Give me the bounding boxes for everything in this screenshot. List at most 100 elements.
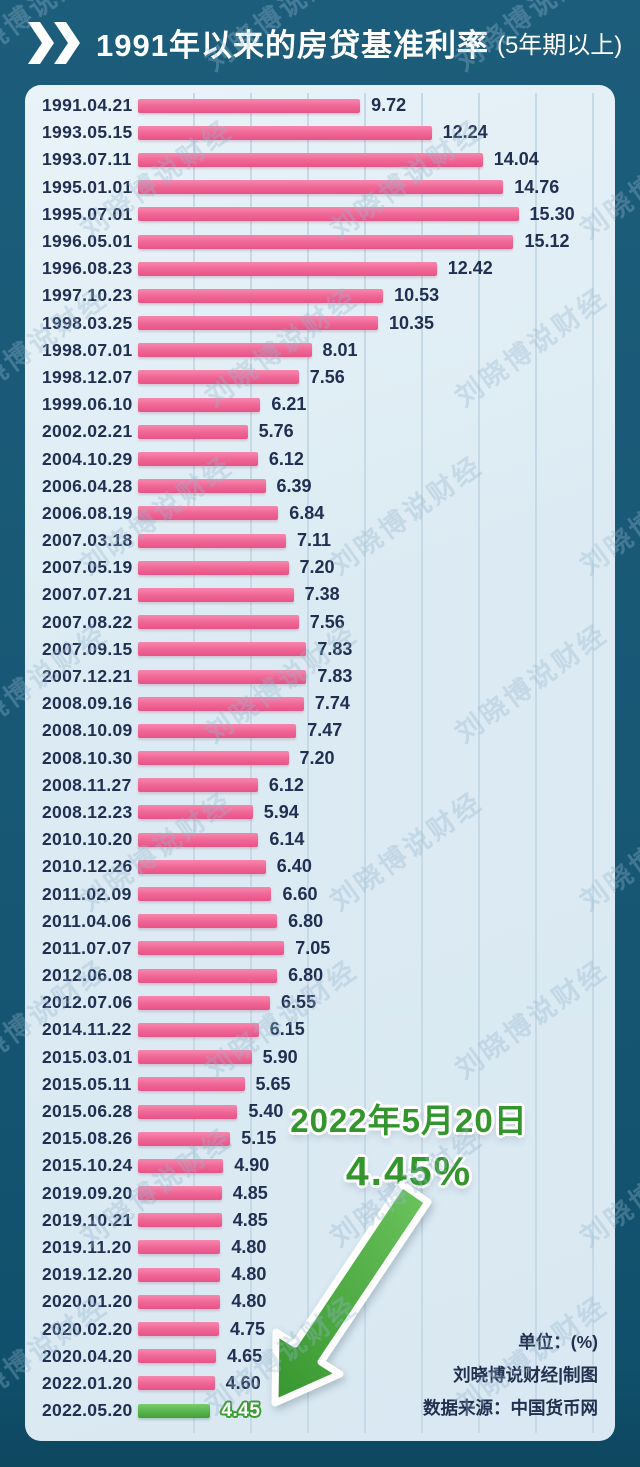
date-label: 2006.04.28	[42, 475, 133, 496]
down-left-arrow-icon	[271, 1180, 432, 1407]
bar-row: 1995.07.01 15.30	[42, 201, 609, 228]
date-label: 2022.01.20	[42, 1372, 133, 1393]
bar-row: 2020.04.20 4.65	[42, 1343, 609, 1370]
value-label: 7.38	[304, 584, 340, 605]
date-label: 1995.01.01	[42, 176, 133, 197]
date-label: 2015.10.24	[42, 1155, 133, 1176]
date-label: 2020.04.20	[42, 1345, 133, 1366]
bar-row: 2011.07.07 7.05	[42, 935, 609, 962]
rate-bar	[138, 1213, 222, 1228]
value-label: 7.20	[299, 747, 335, 768]
date-label: 2014.11.22	[42, 1019, 132, 1040]
bar-row: 2015.10.24 4.90	[42, 1152, 609, 1179]
rate-bar	[138, 832, 259, 847]
date-label: 1993.05.15	[42, 122, 133, 143]
bar-row: 2007.07.21 7.38	[42, 581, 609, 608]
date-label: 2007.12.21	[42, 666, 133, 687]
rate-bar	[138, 914, 278, 929]
rate-bar	[138, 642, 307, 657]
date-label: 2011.04.06	[42, 910, 132, 931]
bar-row: 2015.08.26 5.15	[42, 1125, 609, 1152]
date-label: 2015.08.26	[42, 1128, 133, 1149]
bar-row: 2008.10.30 7.20	[42, 745, 609, 772]
value-label: 4.90	[234, 1155, 270, 1176]
rate-bar	[138, 1349, 217, 1364]
value-label: 14.76	[514, 176, 560, 197]
value-label: 4.45	[221, 1399, 261, 1421]
rate-bar	[138, 1267, 221, 1282]
rate-bar	[138, 261, 437, 276]
bar-row: 2019.11.20 4.80	[42, 1234, 609, 1261]
value-label: 4.80	[231, 1291, 267, 1312]
annotation-date: 2022年5月20日	[290, 1102, 528, 1139]
bar-row: 1997.10.23 10.53	[42, 282, 609, 309]
bar-row: 2008.11.27 6.12	[42, 772, 609, 799]
date-label: 2022.05.20	[42, 1400, 133, 1421]
bar-row: 2004.10.29 6.12	[42, 445, 609, 472]
date-label: 1996.08.23	[42, 258, 133, 279]
gridline	[421, 93, 423, 1433]
bar-row: 2012.06.08 6.80	[42, 962, 609, 989]
bar-row: 2008.12.23 5.94	[42, 799, 609, 826]
rate-bar	[138, 1022, 259, 1037]
date-label: 2008.11.27	[42, 774, 132, 795]
value-label: 14.04	[493, 149, 539, 170]
value-label: 7.11	[296, 530, 331, 551]
bar-row: 2020.01.20 4.80	[42, 1288, 609, 1315]
bar-row: 2010.12.26 6.40	[42, 853, 609, 880]
bar-row: 1999.06.10 6.21	[42, 391, 609, 418]
bar-row: 2019.09.20 4.85	[42, 1180, 609, 1207]
bar-row: 1998.03.25 10.35	[42, 310, 609, 337]
rate-bar	[138, 560, 289, 575]
value-label: 6.21	[271, 394, 307, 415]
date-label: 2008.12.23	[42, 801, 133, 822]
bar-row: 2006.04.28 6.39	[42, 473, 609, 500]
date-label: 1996.05.01	[42, 231, 133, 252]
value-label: 4.85	[232, 1182, 268, 1203]
date-label: 2019.09.20	[42, 1182, 133, 1203]
date-label: 2004.10.29	[42, 448, 133, 469]
rate-bar	[138, 397, 261, 412]
bar-row: 2002.02.21 5.76	[42, 418, 609, 445]
value-label: 6.84	[289, 502, 325, 523]
rate-bar	[138, 98, 361, 113]
rate-bar	[138, 1077, 245, 1092]
date-label: 2010.12.26	[42, 856, 133, 877]
value-label: 5.15	[241, 1128, 277, 1149]
value-label: 7.83	[317, 638, 353, 659]
date-label: 2020.02.20	[42, 1318, 133, 1339]
rate-bar	[138, 1294, 221, 1309]
rate-bar	[138, 424, 248, 439]
bar-row: 2015.03.01 5.90	[42, 1044, 609, 1071]
bar-row: 2020.02.20 4.75	[42, 1315, 609, 1342]
unit-label: 单位：(%)	[518, 1332, 598, 1352]
value-label: 6.80	[288, 965, 324, 986]
value-label: 7.05	[295, 937, 331, 958]
value-label: 4.60	[225, 1372, 261, 1393]
bar-row: 2007.12.21 7.83	[42, 663, 609, 690]
rate-bar	[138, 288, 384, 303]
gridline	[307, 93, 309, 1433]
rate-bar	[138, 479, 266, 494]
date-label: 2007.09.15	[42, 638, 133, 659]
rate-bar	[138, 180, 504, 195]
date-label: 2015.06.28	[42, 1101, 133, 1122]
date-label: 2006.08.19	[42, 502, 133, 523]
bar-row: 2006.08.19 6.84	[42, 500, 609, 527]
bar-row: 2011.02.09 6.60	[42, 880, 609, 907]
rate-bar	[138, 587, 294, 602]
bar-row: 2015.06.28 5.40	[42, 1098, 609, 1125]
value-label: 8.01	[322, 339, 358, 360]
bar-row: 2007.08.22 7.56	[42, 609, 609, 636]
date-label: 2011.02.09	[42, 883, 132, 904]
date-label: 2007.07.21	[42, 584, 133, 605]
value-label: 5.76	[258, 421, 294, 442]
value-label: 6.12	[268, 448, 304, 469]
bar-row: 2015.05.11 5.65	[42, 1071, 609, 1098]
date-label: 2019.12.20	[42, 1264, 133, 1285]
date-label: 1999.06.10	[42, 394, 133, 415]
value-label: 10.35	[388, 312, 435, 333]
double-chevron-right-icon	[28, 21, 80, 64]
value-label: 4.80	[231, 1236, 267, 1257]
date-label: 2008.09.16	[42, 693, 133, 714]
